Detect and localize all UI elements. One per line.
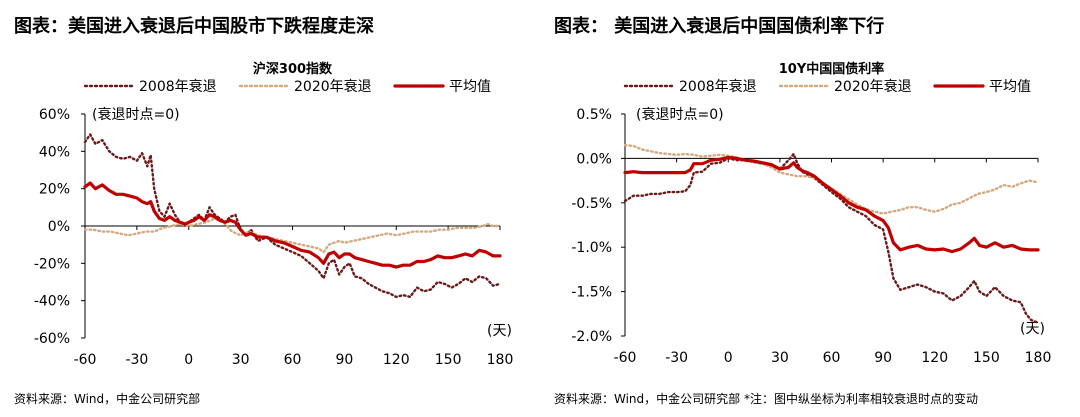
x-tick-label: 120 [921, 350, 948, 366]
chart-panel-csi300: 图表：美国进入衰退后中国股市下跌程度走深 沪深300指数 2008年衰退 2020年… [14, 16, 514, 406]
legend-label-1: 2020年衰退 [294, 78, 372, 95]
x-tick-label: 90 [335, 352, 353, 368]
line-chart-bond-yield: 10Y中国国债利率 2008年衰退 2020年衰退 平均值 0.5% 0.0% -0.5% -… [571, 61, 1052, 366]
chart-panel-bond-yield: 图表： 美国进入衰退后中国国债利率下行 10Y中国国债利率 2008年衰退 2020… [540, 0, 1080, 417]
source-note: 资料来源：Wind，中金公司研究部 [14, 392, 201, 406]
y-tick-label: 0% [48, 219, 70, 235]
source-note: 资料来源：Wind，中金公司研究部 *注：图中纵坐标为利率相较衰退时点的变动 [554, 392, 978, 406]
y-tick-label: -1.0% [571, 240, 612, 256]
legend-label-0: 2008年衰退 [679, 78, 757, 95]
y-tick-label: -0.5% [571, 196, 612, 212]
x-tick-label: 150 [973, 350, 1000, 366]
legend-label-0: 2008年衰退 [139, 78, 217, 95]
line-chart-csi300: 沪深300指数 2008年衰退 2020年衰退 平均值 60% 40% 20% 0% -20% -… [34, 61, 514, 368]
chart-title: 10Y中国国债利率 [779, 61, 885, 77]
series-line-2 [83, 181, 502, 269]
x-tick-label: 30 [771, 350, 789, 366]
x-tick-label: 120 [383, 352, 410, 368]
x-tick-label: -60 [614, 350, 637, 366]
series-line-1 [83, 217, 502, 254]
x-tick-label: 90 [874, 350, 892, 366]
figure-title: 图表： 美国进入衰退后中国国债利率下行 [554, 16, 885, 37]
y-tick-label: 20% [39, 182, 70, 198]
x-tick-label: 60 [823, 350, 841, 366]
recession-annotation: (衰退时点=0) [92, 106, 180, 123]
x-unit-label: (天) [1020, 321, 1045, 337]
legend-label-1: 2020年衰退 [834, 78, 912, 95]
recession-annotation: (衰退时点=0) [636, 106, 724, 123]
x-unit-label: (天) [487, 323, 512, 339]
y-tick-label: 60% [39, 107, 70, 123]
legend-label-2: 平均值 [449, 79, 491, 95]
y-tick-label: -60% [34, 331, 70, 347]
x-tick-label: -60 [74, 352, 97, 368]
legend-label-2: 平均值 [989, 79, 1031, 95]
series-line-0 [83, 133, 502, 299]
x-tick-label: 0 [184, 352, 193, 368]
y-tick-label: -1.5% [571, 285, 612, 301]
y-tick-label: -20% [34, 256, 70, 272]
x-tick-label: 180 [487, 352, 514, 368]
x-tick-label: -30 [665, 350, 688, 366]
x-tick-label: -30 [125, 352, 148, 368]
x-tick-label: 30 [232, 352, 250, 368]
x-tick-label: 150 [435, 352, 462, 368]
y-tick-label: 0.5% [576, 107, 612, 123]
chart-title: 沪深300指数 [253, 61, 333, 77]
y-tick-label: 40% [39, 144, 70, 160]
x-tick-label: 180 [1025, 350, 1052, 366]
y-tick-label: 0.0% [576, 151, 612, 167]
figure-title: 图表：美国进入衰退后中国股市下跌程度走深 [14, 16, 374, 37]
series-line-1 [623, 143, 1040, 215]
x-tick-label: 0 [724, 350, 733, 366]
x-tick-label: 60 [284, 352, 302, 368]
series-line-2 [623, 155, 1040, 254]
y-tick-label: -2.0% [571, 329, 612, 345]
series-line-0 [623, 152, 1040, 324]
y-tick-label: -40% [34, 294, 70, 310]
